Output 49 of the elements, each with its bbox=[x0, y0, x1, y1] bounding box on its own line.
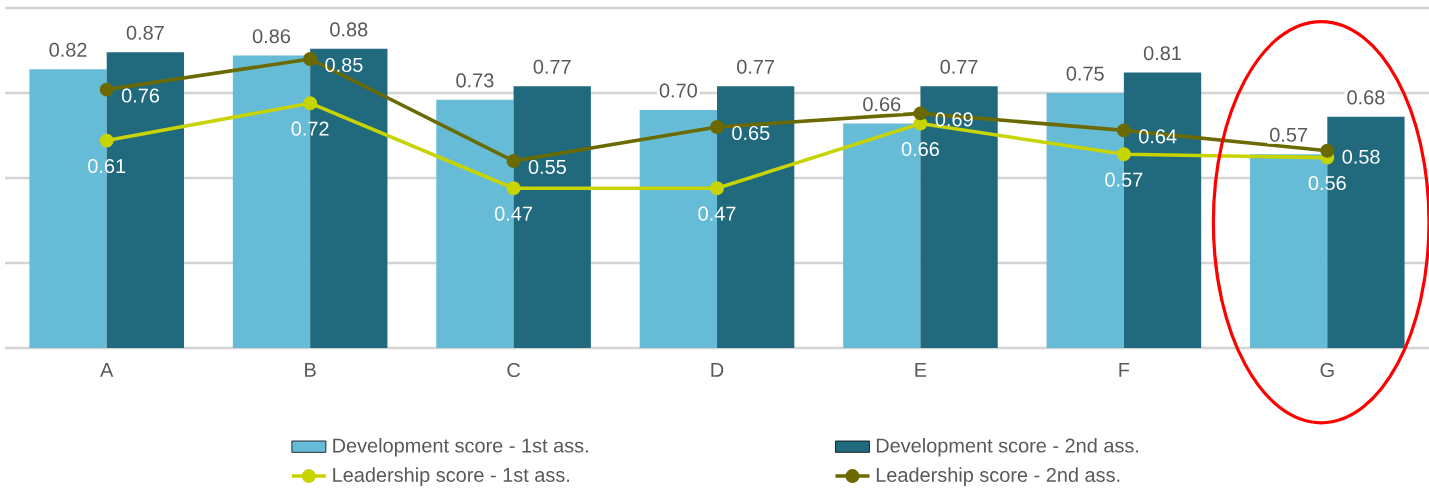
data-label: 0.66 bbox=[901, 142, 939, 157]
x-tick-label: E bbox=[915, 363, 927, 377]
data-label: 0.58 bbox=[1342, 149, 1380, 164]
point bbox=[1116, 123, 1131, 138]
point bbox=[710, 120, 724, 134]
data-label: 0.65 bbox=[732, 125, 770, 141]
data-label: 0.76 bbox=[121, 88, 160, 103]
x-tick-label: G bbox=[1320, 363, 1334, 378]
data-label: 0.68 bbox=[1347, 90, 1385, 105]
data-label: 0.86 bbox=[252, 29, 291, 44]
data-label: 0.87 bbox=[126, 25, 164, 40]
point bbox=[99, 133, 114, 148]
legend-label: Leadership score - 1st ass. bbox=[333, 467, 570, 486]
data-label: 0.88 bbox=[330, 22, 368, 37]
x-tick-label: A bbox=[100, 363, 114, 377]
data-label: 0.75 bbox=[1066, 66, 1104, 81]
point bbox=[1116, 147, 1131, 162]
data-label: 0.77 bbox=[533, 59, 571, 74]
data-label: 0.47 bbox=[494, 206, 532, 221]
x-tick-label: D bbox=[711, 363, 724, 377]
data-label: 0.55 bbox=[528, 159, 566, 175]
point bbox=[506, 154, 521, 168]
data-label: 0.77 bbox=[940, 59, 978, 74]
point bbox=[303, 52, 318, 66]
data-label: 0.61 bbox=[88, 159, 126, 174]
data-label: 0.85 bbox=[325, 57, 363, 73]
point bbox=[1320, 143, 1335, 158]
point bbox=[506, 181, 521, 196]
data-label: 0.81 bbox=[1143, 46, 1181, 61]
point bbox=[710, 181, 724, 196]
data-label: 0.72 bbox=[291, 121, 329, 136]
legend-label: Leadership score - 2nd ass. bbox=[876, 467, 1120, 486]
x-tick-label: F bbox=[1119, 363, 1130, 377]
point bbox=[99, 82, 114, 97]
data-label: 0.73 bbox=[456, 73, 494, 88]
point bbox=[913, 106, 928, 121]
x-tick-label: B bbox=[305, 363, 316, 377]
point bbox=[303, 96, 318, 111]
data-label: 0.56 bbox=[1308, 176, 1346, 191]
x-tick-label: C bbox=[507, 363, 521, 378]
data-label: 0.82 bbox=[49, 42, 87, 57]
data-label: 0.77 bbox=[737, 59, 775, 74]
legend-label: Development score - 2nd ass. bbox=[876, 437, 1139, 457]
data-label: 0.70 bbox=[659, 83, 697, 98]
data-label: 0.57 bbox=[1270, 127, 1308, 142]
data-label: 0.57 bbox=[1105, 172, 1143, 187]
legend-label: Development score - 1st ass. bbox=[333, 437, 588, 457]
data-label: 0.66 bbox=[863, 97, 901, 112]
data-label: 0.47 bbox=[698, 206, 736, 221]
